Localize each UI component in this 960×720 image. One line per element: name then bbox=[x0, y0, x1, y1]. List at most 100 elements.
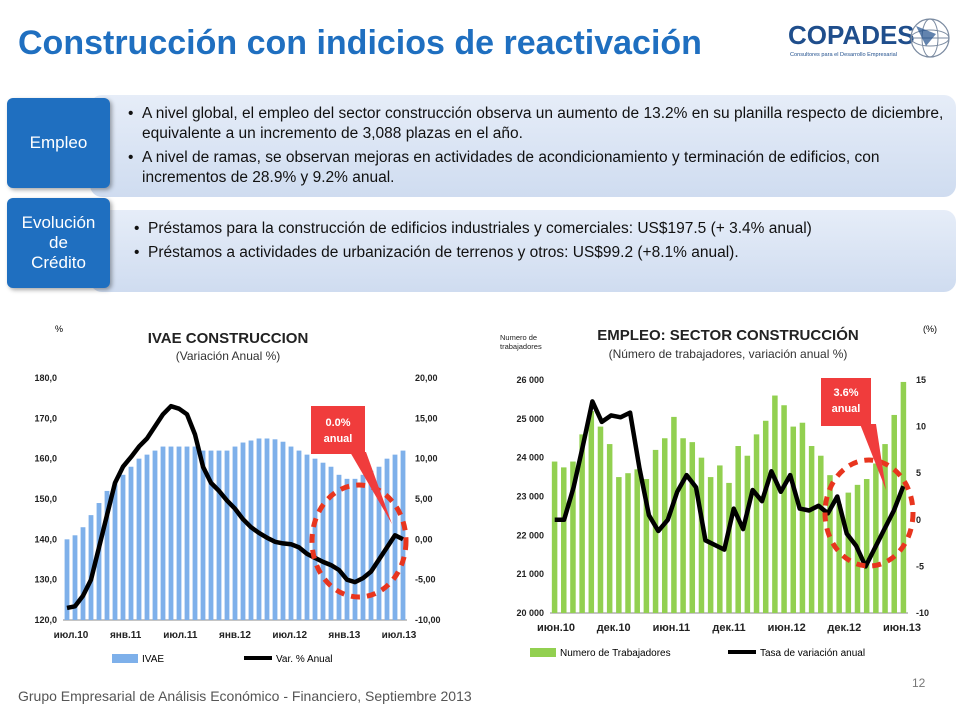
bar bbox=[344, 478, 350, 620]
bar bbox=[827, 475, 833, 613]
ivae-y-label: % bbox=[55, 324, 63, 334]
x-tick-label: июн.11 bbox=[653, 622, 691, 634]
ivae-callout-pointer bbox=[350, 452, 392, 524]
logo-text: COPADES bbox=[788, 20, 915, 50]
tab-empleo: Empleo bbox=[7, 98, 110, 188]
bar bbox=[72, 535, 78, 620]
bar bbox=[863, 479, 870, 613]
bar bbox=[64, 539, 70, 620]
bar bbox=[726, 482, 732, 613]
x-tick-label: июн.13 bbox=[883, 622, 921, 634]
right-tick-label: 15,00 bbox=[415, 413, 438, 423]
bar bbox=[634, 469, 640, 613]
x-tick-label: дек.11 bbox=[712, 622, 745, 634]
right-tick-label: 0,00 bbox=[415, 534, 433, 544]
left-tick-label: 23 000 bbox=[516, 492, 544, 502]
x-tick-label: дек.10 bbox=[597, 622, 631, 634]
bar bbox=[184, 446, 190, 620]
ivae-chart: % IVAE CONSTRUCCION (Variación Anual %) … bbox=[34, 324, 441, 665]
right-tick-label: 15 bbox=[916, 375, 926, 385]
tab-credito-line: de bbox=[49, 233, 68, 252]
bar bbox=[845, 492, 852, 613]
bar bbox=[384, 458, 390, 620]
right-tick-label: -10,00 bbox=[415, 615, 441, 625]
bar bbox=[551, 461, 558, 613]
bar bbox=[328, 466, 334, 620]
right-tick-label: 20,00 bbox=[415, 373, 438, 383]
bar bbox=[579, 434, 585, 613]
right-tick-label: 0 bbox=[916, 515, 921, 525]
copades-logo: COPADES Consultores para el Desarrollo E… bbox=[788, 18, 950, 58]
bullet-item: A nivel de ramas, se observan mejoras en… bbox=[128, 148, 948, 188]
bar bbox=[352, 478, 358, 620]
x-tick-label: янв.13 bbox=[328, 630, 360, 641]
tab-evolucion-credito: Evolución de Crédito bbox=[7, 198, 110, 288]
empleo-callout-pointer bbox=[860, 424, 886, 490]
bar bbox=[360, 474, 366, 620]
bar bbox=[144, 454, 150, 620]
bar bbox=[272, 439, 278, 620]
bar bbox=[873, 463, 879, 613]
left-tick-label: 120,0 bbox=[34, 615, 57, 625]
bar bbox=[376, 466, 382, 620]
bullet-item: Préstamos para la construcción de edific… bbox=[134, 219, 944, 239]
empleo-chart-subtitle: (Número de trabajadores, variación anual… bbox=[609, 347, 848, 361]
bar bbox=[296, 450, 302, 620]
empleo-chart: Numero de trabajadores (%) EMPLEO: SECTOR… bbox=[500, 324, 937, 659]
bar bbox=[280, 441, 286, 620]
bar bbox=[168, 446, 174, 620]
page-number: 12 bbox=[912, 676, 926, 690]
right-tick-label: 10,00 bbox=[415, 454, 438, 464]
left-tick-label: 160,0 bbox=[34, 454, 57, 464]
bar bbox=[312, 458, 318, 620]
legend-tasa-label: Tasa de variación anual bbox=[760, 648, 865, 659]
x-tick-label: янв.12 bbox=[219, 630, 251, 641]
left-tick-label: 140,0 bbox=[34, 534, 57, 544]
bar bbox=[625, 473, 631, 613]
footer-text: Grupo Empresarial de Análisis Económico … bbox=[18, 688, 472, 704]
bar bbox=[790, 426, 797, 613]
legend-ivae-swatch bbox=[112, 654, 138, 663]
bar bbox=[120, 474, 126, 620]
left-tick-label: 170,0 bbox=[34, 413, 57, 423]
bar bbox=[753, 434, 760, 613]
bar bbox=[256, 438, 262, 620]
x-tick-label: янв.11 bbox=[110, 630, 142, 641]
x-tick-label: дек.12 bbox=[827, 622, 861, 634]
ivae-chart-title: IVAE CONSTRUCCION bbox=[148, 330, 309, 347]
bar bbox=[240, 442, 246, 620]
bar bbox=[698, 457, 705, 613]
empleo-rate-line bbox=[554, 399, 906, 569]
bar bbox=[689, 442, 696, 613]
bar bbox=[224, 450, 230, 620]
left-tick-label: 20 000 bbox=[516, 608, 544, 618]
bar bbox=[248, 440, 254, 620]
x-tick-label: июн.12 bbox=[768, 622, 806, 634]
bar bbox=[264, 438, 270, 620]
bar bbox=[104, 490, 110, 620]
bar bbox=[762, 420, 769, 613]
bar bbox=[671, 416, 677, 613]
bar bbox=[80, 527, 86, 620]
left-tick-label: 24 000 bbox=[516, 453, 544, 463]
ivae-highlight-circle bbox=[309, 482, 409, 600]
logo-tagline: Consultores para el Desarrollo Empresari… bbox=[790, 52, 897, 58]
legend-ivae-label: IVAE bbox=[142, 654, 164, 665]
bar bbox=[900, 381, 907, 613]
credito-bullets: Préstamos para la construcción de edific… bbox=[134, 219, 944, 267]
right-tick-label: -10 bbox=[916, 608, 929, 618]
right-tick-label: 5 bbox=[916, 468, 921, 478]
bar bbox=[772, 395, 778, 613]
bar bbox=[781, 405, 787, 613]
bar bbox=[128, 466, 134, 620]
tab-credito-line: Evolución bbox=[21, 213, 96, 232]
x-tick-label: июл.12 bbox=[272, 630, 307, 641]
bar bbox=[616, 477, 622, 613]
bar bbox=[597, 426, 604, 613]
bar bbox=[680, 438, 686, 613]
bar bbox=[808, 446, 815, 613]
bar bbox=[606, 444, 613, 613]
ivae-chart-subtitle: (Variación Anual %) bbox=[176, 349, 281, 363]
ivae-callout-value: 0.0% bbox=[325, 417, 350, 429]
bar bbox=[400, 450, 406, 620]
